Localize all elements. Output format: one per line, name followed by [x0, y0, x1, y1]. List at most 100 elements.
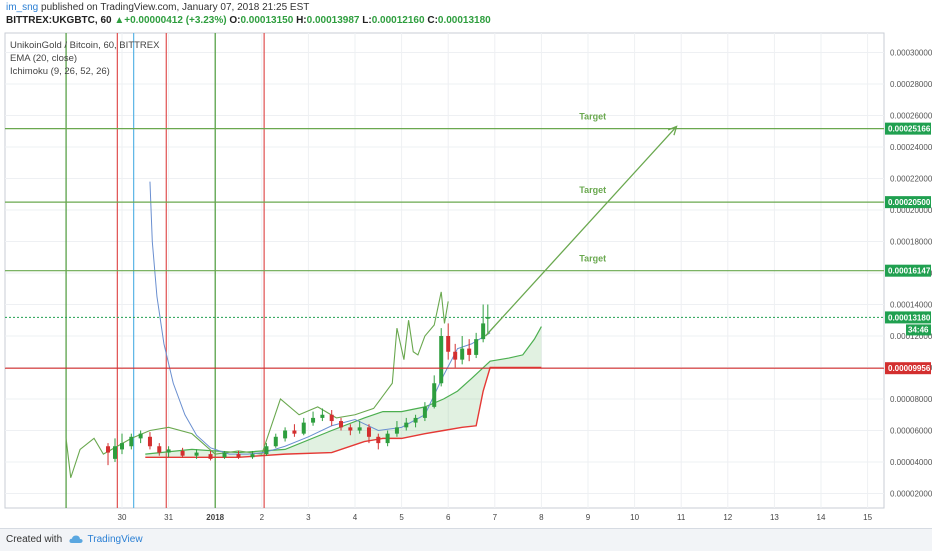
target-annotation: Target: [579, 254, 606, 264]
candle-body: [273, 436, 278, 447]
candle-body: [446, 336, 451, 352]
price-label: 0.00020500: [888, 198, 931, 207]
candle-body: [157, 446, 162, 453]
cloud-bottom-line: [145, 366, 542, 458]
close-label: C:: [427, 15, 438, 26]
candle-body: [222, 452, 227, 458]
price-label-bg: [885, 196, 931, 209]
candle-body: [439, 336, 444, 384]
chart-header: im_sng published on TradingView.com, Jan…: [0, 0, 932, 30]
candle-body: [292, 430, 297, 434]
chart-legend: UnikoinGold / Bitcoin, 60, BITTREX EMA (…: [10, 39, 159, 78]
published-text: published on TradingView.com, January 07…: [41, 2, 310, 13]
price-label: 0.00009956: [888, 364, 931, 373]
x-tick-label: 11: [677, 513, 686, 522]
candle-body: [339, 421, 344, 428]
y-tick-label: 0.00026000: [890, 112, 932, 121]
target-annotation: Target: [579, 112, 606, 122]
y-tick-label: 0.00022000: [890, 175, 932, 184]
candle-body: [376, 436, 381, 444]
x-tick-label: 5: [399, 513, 404, 522]
x-tick-label: 2: [260, 513, 265, 522]
legend-title: UnikoinGold / Bitcoin, 60, BITTREX: [10, 40, 160, 51]
high-value: 0.00013987: [306, 15, 360, 26]
change-arrow-icon: ▲: [114, 15, 125, 26]
x-tick-label: 30: [118, 513, 127, 522]
candle-body: [320, 414, 325, 418]
y-tick-label: 0.00024000: [890, 143, 932, 152]
price-label-bg: [885, 264, 931, 277]
ichimoku-cloud: [145, 326, 542, 458]
y-tick-label: 0.00012000: [890, 332, 932, 341]
candle-body: [106, 446, 111, 453]
y-tick-label: 0.00018000: [890, 238, 932, 247]
x-tick-label: 9: [586, 513, 591, 522]
candle-body: [283, 430, 288, 439]
x-tick-label: 12: [723, 513, 732, 522]
candle-body: [311, 417, 316, 423]
y-tick-label: 0.00008000: [890, 395, 932, 404]
price-chart[interactable]: 0.00030000 0.00028000 0.00026000 0.00024000…: [0, 0, 932, 528]
candle-body: [394, 427, 399, 434]
candle-body: [129, 436, 134, 447]
created-with-line: Created with TradingView: [6, 534, 143, 545]
price-label: 0.00025166: [888, 125, 931, 134]
candle-body: [250, 454, 255, 458]
candle-body: [301, 422, 306, 434]
price-label: 0.00013180: [888, 313, 931, 322]
candle-body: [194, 452, 199, 456]
ohlc-line: BITTREX:UKGBTC, 60 ▲+0.00000412 (+3.23%)…: [6, 15, 491, 26]
y-tick-label: 0.00002000: [890, 490, 932, 499]
created-with-text: Created with: [6, 534, 63, 545]
price-label-bg: [885, 362, 931, 375]
countdown-label: 34:46: [908, 325, 929, 334]
change-value: +0.00000412 (+3.23%): [124, 15, 227, 26]
price-label-bg: [885, 122, 931, 135]
candle-body: [467, 348, 472, 355]
x-tick-label: 14: [817, 513, 826, 522]
open-label: O:: [229, 15, 241, 26]
candle-body: [180, 450, 185, 456]
x-tick-label: 31: [164, 513, 173, 522]
candle-body: [453, 351, 458, 360]
countdown-bg: [906, 324, 931, 336]
author-link[interactable]: im_sng: [6, 2, 39, 13]
x-tick-label: 7: [493, 513, 498, 522]
candle-body: [366, 427, 371, 437]
candle-body: [348, 427, 353, 431]
x-tick-label: 6: [446, 513, 451, 522]
x-tick-label: 15: [863, 513, 872, 522]
candle-body: [413, 417, 418, 423]
tradingview-brand[interactable]: TradingView: [87, 534, 143, 545]
y-tick-label: 0.00006000: [890, 427, 932, 436]
close-value: 0.00013180: [437, 15, 491, 26]
projection-arrow: [484, 126, 678, 337]
candle-body: [329, 414, 334, 422]
open-value: 0.00013150: [240, 15, 294, 26]
low-label: L:: [362, 15, 372, 26]
candle-body: [166, 449, 171, 453]
candle-body: [147, 436, 152, 447]
candle-body: [357, 427, 362, 431]
y-tick-label: 0.00004000: [890, 458, 932, 467]
target-annotation: Target: [579, 185, 606, 195]
candle-body: [460, 348, 465, 360]
x-tick-label: 3: [306, 513, 311, 522]
candle-body: [474, 339, 479, 355]
x-tick-label: 8: [539, 513, 544, 522]
legend-ema: EMA (20, close): [10, 53, 78, 64]
price-label: 0.00016147: [888, 267, 931, 276]
projection-arrow-head: [667, 125, 678, 136]
high-label: H:: [296, 15, 307, 26]
y-tick-label: 0.00028000: [890, 80, 932, 89]
candle-body: [138, 433, 143, 439]
candle-body: [385, 433, 390, 444]
legend-ichimoku: Ichimoku (9, 26, 52, 26): [10, 66, 110, 77]
candle-body: [236, 454, 241, 458]
tradingview-cloud-icon: [69, 535, 83, 544]
footer-bar: Created with TradingView: [0, 528, 932, 551]
candle-body: [208, 454, 213, 459]
x-tick-label: 2018: [206, 513, 224, 522]
publish-line: im_sng published on TradingView.com, Jan…: [6, 2, 309, 13]
price-label-bg: [885, 311, 931, 324]
